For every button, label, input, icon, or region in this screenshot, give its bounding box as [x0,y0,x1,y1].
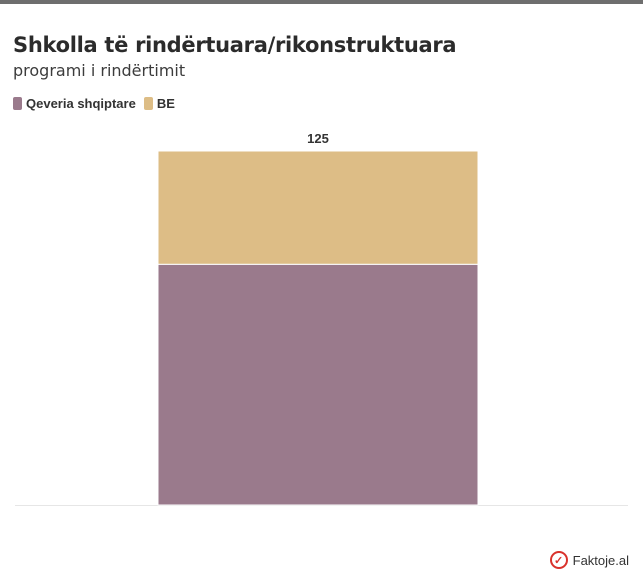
bar-segment-qeveria [157,263,479,506]
bar-segment-be [157,150,479,265]
legend-label-qeveria: Qeveria shqiptare [26,96,136,111]
logo-text: Faktoje.al [572,552,629,568]
chart-subtitle: programi i rindërtimit [13,61,186,80]
legend: Qeveria shqiptare BE [13,96,175,111]
checkmark-icon: ✓ [549,551,568,569]
legend-item-qeveria: Qeveria shqiptare [13,96,136,111]
bar-total-label: 125 [307,131,329,146]
legend-label-be: BE [156,96,175,111]
faktoje-logo: ✓ Faktoje.al [549,551,629,569]
top-rule [0,0,643,4]
legend-item-be: BE [143,96,175,111]
legend-swatch-qeveria [13,97,22,110]
chart-title: Shkolla të rindërtuara/rikonstruktuara [13,33,457,57]
legend-swatch-be [143,97,153,110]
